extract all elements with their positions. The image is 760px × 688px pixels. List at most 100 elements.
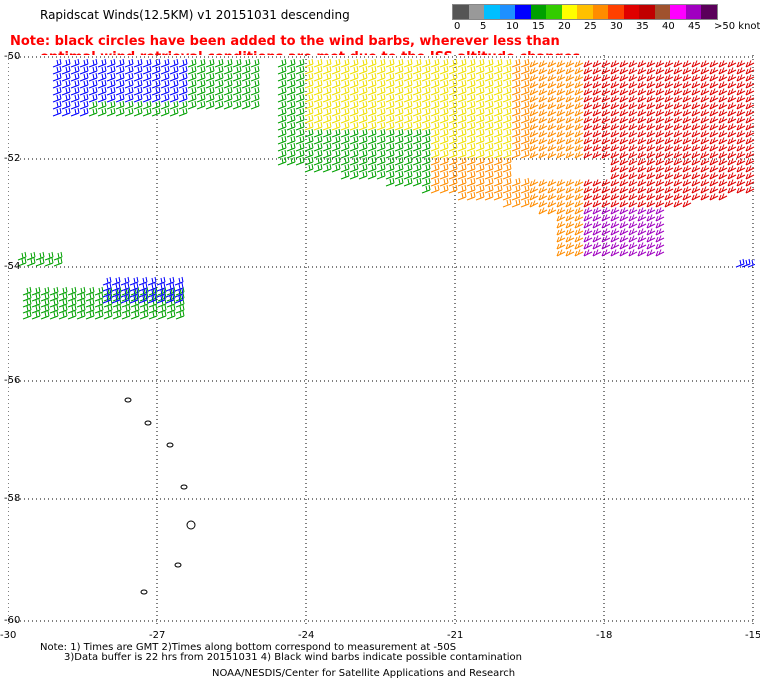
wind-barb (610, 172, 620, 180)
wind-barb (583, 74, 593, 82)
wind-barb (565, 95, 575, 103)
wind-barb (340, 121, 350, 131)
wind-barb (112, 304, 122, 314)
wind-barb (583, 95, 593, 103)
wind-barb (58, 286, 68, 296)
wind-barb (601, 144, 611, 152)
wind-barb (565, 207, 575, 215)
wind-barb (133, 72, 143, 82)
wind-barb (655, 165, 665, 173)
wind-barb (322, 135, 332, 145)
wind-barb (565, 200, 575, 208)
wind-barb (466, 156, 476, 166)
wind-barb (466, 100, 476, 110)
wind-barb (412, 79, 422, 89)
wind-barb (439, 58, 449, 68)
wind-barb (727, 130, 737, 138)
wind-barb (484, 163, 494, 173)
wind-barb (76, 298, 86, 308)
wind-barb (367, 107, 377, 117)
wind-barb (88, 58, 98, 68)
wind-barb (583, 235, 593, 243)
wind-barb (502, 177, 512, 187)
wind-barb (367, 163, 377, 173)
wind-barb (583, 81, 593, 89)
wind-barb (475, 128, 485, 138)
wind-barb (223, 79, 233, 89)
wind-barb (358, 107, 368, 117)
wind-barb (646, 249, 656, 257)
wind-barb (520, 121, 530, 131)
wind-barb (394, 93, 404, 103)
wind-barb (394, 58, 404, 68)
wind-barb (619, 130, 629, 138)
wind-barb (502, 142, 512, 152)
wind-barb (520, 191, 530, 201)
wind-barb (156, 294, 166, 304)
wind-barb (94, 286, 104, 296)
wind-barb (277, 58, 287, 68)
wind-barb (106, 58, 116, 68)
wind-barb (592, 88, 602, 96)
wind-barb (709, 74, 719, 82)
wind-barb (340, 65, 350, 75)
wind-barb (628, 88, 638, 96)
wind-barb (583, 249, 593, 257)
legend-label: 5 (480, 21, 487, 32)
wind-barb (538, 137, 548, 145)
wind-barb (313, 121, 323, 131)
wind-barb (85, 298, 95, 308)
wind-barb (349, 121, 359, 131)
wind-barb (556, 74, 566, 82)
wind-barb (664, 109, 674, 117)
wind-barb (349, 128, 359, 138)
wind-barb (619, 193, 629, 201)
wind-barb (475, 100, 485, 110)
wind-barb (691, 123, 701, 131)
wind-barb (583, 109, 593, 117)
wind-barb (133, 86, 143, 96)
wind-barb (412, 170, 422, 180)
wind-barb (178, 86, 188, 96)
legend-swatch (701, 5, 717, 19)
wind-barb (35, 257, 45, 267)
wind-barb (502, 65, 512, 75)
wind-barb (502, 191, 512, 201)
wind-barb (52, 93, 62, 103)
wind-barb (610, 137, 620, 145)
wind-barb (727, 60, 737, 68)
wind-barb (187, 79, 197, 89)
wind-barb (511, 58, 521, 68)
wind-barb (691, 95, 701, 103)
wind-barb (79, 58, 89, 68)
wind-barb (610, 74, 620, 82)
wind-barb (322, 163, 332, 173)
wind-barb (376, 135, 386, 145)
wind-barb (174, 294, 184, 304)
wind-barb (85, 304, 95, 314)
wind-barb (646, 200, 656, 208)
wind-barb (619, 116, 629, 124)
wind-barb (187, 72, 197, 82)
wind-barb-map (8, 55, 755, 626)
wind-barb (85, 310, 95, 320)
wind-barb (165, 294, 175, 304)
wind-barb (628, 193, 638, 201)
wind-barb (106, 65, 116, 75)
wind-barb (367, 121, 377, 131)
wind-barb (673, 158, 683, 166)
wind-barb (637, 109, 647, 117)
wind-barb (538, 109, 548, 117)
wind-barb (421, 177, 431, 187)
wind-barb (49, 292, 59, 302)
wind-barb (367, 156, 377, 166)
wind-barb (691, 88, 701, 96)
wind-barb (448, 135, 458, 145)
wind-barb (106, 72, 116, 82)
latitude-label: -58 (4, 493, 21, 504)
wind-barb (232, 65, 242, 75)
wind-barb (574, 200, 584, 208)
wind-barb (178, 107, 188, 117)
wind-barb (448, 107, 458, 117)
wind-barb (133, 93, 143, 103)
